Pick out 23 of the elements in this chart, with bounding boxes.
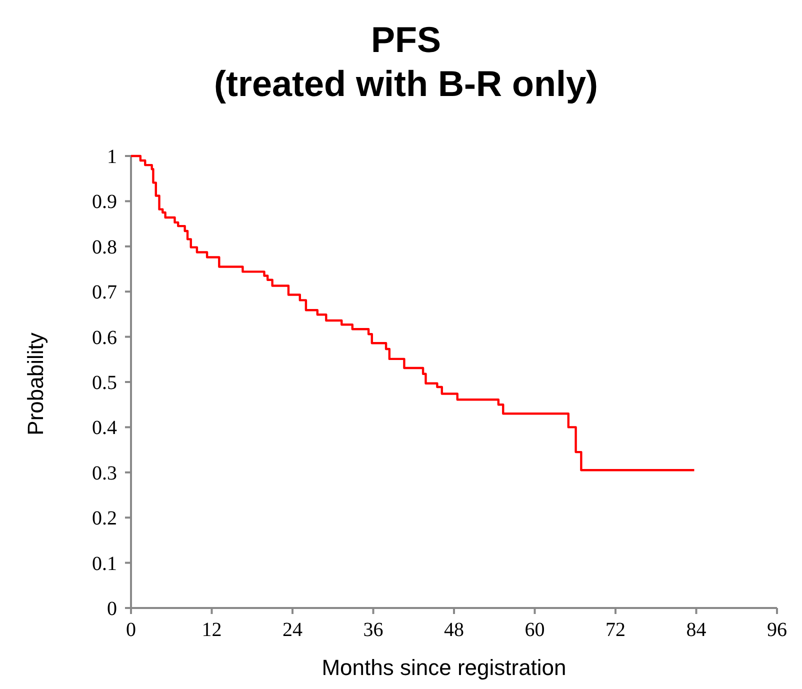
y-tick-label: 1 — [107, 146, 117, 168]
y-tick-label: 0.8 — [92, 236, 117, 258]
x-tick-label: 72 — [606, 619, 626, 641]
x-axis-title: Months since registration — [322, 655, 566, 680]
x-tick-label: 36 — [363, 619, 384, 641]
y-tick-label: 0.5 — [92, 372, 117, 394]
y-tick-label: 0.6 — [92, 326, 117, 349]
chart-title: PFS (treated with B-R only) — [214, 19, 598, 104]
x-tick-label: 0 — [126, 619, 136, 641]
y-tick-label: 0.7 — [92, 282, 117, 304]
y-tick-label: 0.4 — [92, 417, 117, 440]
y-tick-label: 0.3 — [92, 462, 117, 484]
x-tick-label: 12 — [202, 619, 222, 641]
y-tick-label: 0 — [107, 598, 117, 620]
x-tick-label: 96 — [767, 619, 787, 641]
y-tick-label: 0.9 — [92, 191, 117, 214]
x-tick-label: 60 — [524, 619, 545, 641]
y-axis-title: Probability — [23, 332, 48, 436]
x-tick-label: 84 — [686, 619, 706, 641]
y-tick-label: 0.2 — [92, 508, 117, 530]
x-tick-label: 48 — [444, 619, 464, 641]
x-tick-label: 24 — [282, 619, 302, 641]
y-tick-label: 0.1 — [92, 552, 117, 575]
